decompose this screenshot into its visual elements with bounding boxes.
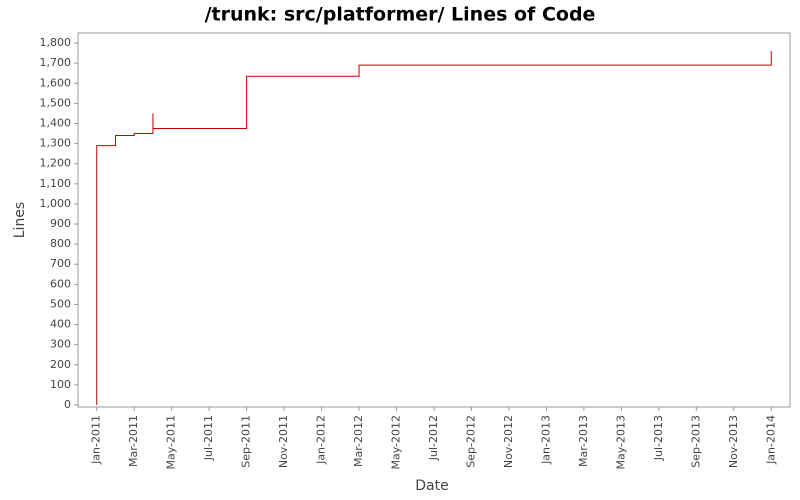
x-tick-label: Sep-2013	[689, 415, 702, 468]
x-tick-label: Jul-2013	[652, 415, 665, 461]
y-tick-label: 1,300	[40, 137, 72, 150]
x-tick-label: Nov-2012	[502, 415, 515, 468]
plot-area	[77, 32, 791, 408]
x-axis-title: Date	[415, 478, 448, 494]
y-tick-label: 700	[50, 257, 71, 270]
x-tick-label: Jan-2011	[90, 415, 103, 465]
y-tick-label: 500	[50, 297, 71, 310]
y-tick-label: 600	[50, 277, 71, 290]
y-tick-label: 300	[50, 338, 71, 351]
x-tick-label: May-2011	[165, 415, 178, 470]
y-tick-label: 800	[50, 237, 71, 250]
chart-title: /trunk: src/platformer/ Lines of Code	[205, 4, 596, 26]
x-tick-label: Sep-2011	[240, 415, 253, 468]
y-tick-label: 1,100	[40, 177, 72, 190]
y-tick-label: 1,200	[40, 157, 72, 170]
y-tick-label: 0	[64, 398, 71, 411]
y-tick-label: 900	[50, 217, 71, 230]
y-tick-label: 200	[50, 358, 71, 371]
x-tick-label: May-2013	[614, 415, 627, 470]
y-axis-title: Lines	[12, 202, 28, 238]
x-tick-label: Nov-2013	[727, 415, 740, 468]
x-tick-label: Jan-2012	[315, 415, 328, 465]
x-tick-label: Jul-2012	[427, 415, 440, 461]
x-tick-label: Mar-2013	[577, 415, 590, 467]
y-tick-label: 1,000	[40, 197, 72, 210]
x-tick-label: Jan-2013	[539, 415, 552, 465]
y-tick-label: 400	[50, 318, 71, 331]
y-tick-label: 1,800	[40, 36, 72, 49]
y-tick-label: 100	[50, 378, 71, 391]
x-tick-label: Sep-2012	[464, 415, 477, 468]
x-tick-label: Jan-2014	[764, 415, 777, 465]
y-tick-label: 1,700	[40, 56, 72, 69]
y-tick-label: 1,600	[40, 76, 72, 89]
x-tick-label: Nov-2011	[277, 415, 290, 468]
x-tick-label: Jul-2011	[202, 415, 215, 461]
y-tick-label: 1,500	[40, 96, 72, 109]
y-tick-label: 1,400	[40, 116, 72, 129]
x-tick-label: May-2012	[390, 415, 403, 470]
data-line	[96, 51, 772, 405]
x-tick-label: Mar-2012	[352, 415, 365, 467]
x-tick-label: Mar-2011	[127, 415, 140, 467]
